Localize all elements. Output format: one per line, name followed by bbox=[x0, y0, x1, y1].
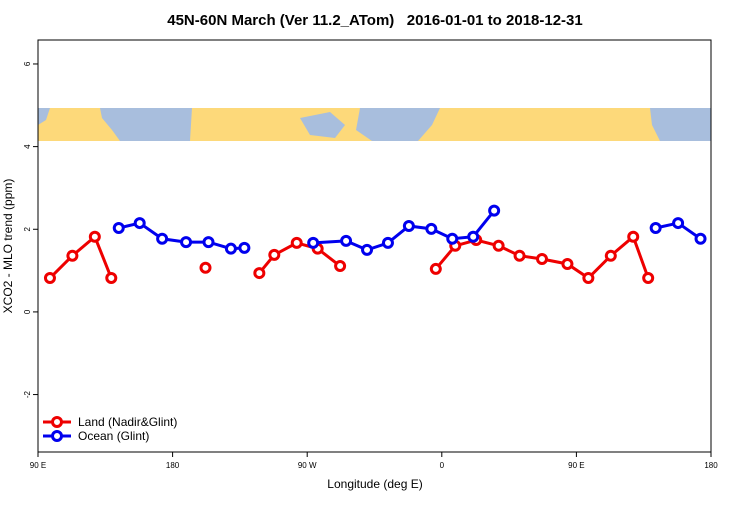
point bbox=[268, 248, 281, 261]
point bbox=[492, 239, 505, 252]
point bbox=[402, 219, 415, 232]
legend-label: Land (Nadir&Glint) bbox=[78, 415, 177, 429]
y-axis-label: XCO2 - MLO trend (ppm) bbox=[1, 179, 15, 314]
point bbox=[88, 230, 101, 243]
x-tick-label: 90 W bbox=[298, 461, 317, 470]
plot-frame bbox=[37, 39, 712, 453]
point bbox=[429, 262, 442, 275]
x-tick-label: 90 E bbox=[30, 461, 46, 470]
point bbox=[582, 272, 595, 285]
chart-title: 45N-60N March (Ver 11.2_ATom) 2016-01-01… bbox=[167, 12, 583, 29]
point bbox=[43, 272, 56, 285]
y-tick-label: 0 bbox=[23, 309, 32, 314]
point bbox=[649, 222, 662, 235]
point bbox=[290, 236, 303, 249]
point bbox=[105, 272, 118, 285]
legend-marker bbox=[51, 430, 63, 442]
point bbox=[561, 257, 574, 270]
point bbox=[156, 232, 169, 245]
point bbox=[694, 232, 707, 245]
x-tick-label: 0 bbox=[440, 461, 445, 470]
point bbox=[66, 249, 79, 262]
y-tick-label: 6 bbox=[23, 61, 32, 66]
y-tick-label: 4 bbox=[23, 144, 32, 149]
point bbox=[199, 261, 212, 274]
y-tick-label: 2 bbox=[23, 226, 32, 231]
point bbox=[425, 222, 438, 235]
point bbox=[513, 249, 526, 262]
point bbox=[467, 230, 480, 243]
point bbox=[340, 234, 353, 247]
point bbox=[180, 236, 193, 249]
point bbox=[224, 242, 237, 255]
legend-marker bbox=[51, 416, 63, 428]
point bbox=[642, 272, 655, 285]
map-strip bbox=[38, 108, 711, 141]
point bbox=[672, 217, 685, 230]
point bbox=[334, 260, 347, 273]
point bbox=[627, 230, 640, 243]
point bbox=[112, 222, 125, 235]
point bbox=[361, 243, 374, 256]
legend-label: Ocean (Glint) bbox=[78, 429, 149, 443]
point bbox=[307, 236, 320, 249]
y-tick-label: -2 bbox=[23, 390, 32, 398]
point bbox=[536, 253, 549, 266]
point bbox=[488, 204, 501, 217]
point bbox=[381, 236, 394, 249]
x-axis-label: Longitude (deg E) bbox=[327, 477, 422, 491]
point bbox=[202, 236, 215, 249]
point bbox=[446, 232, 459, 245]
x-tick-label: 90 E bbox=[568, 461, 584, 470]
point bbox=[253, 267, 266, 280]
x-tick-label: 180 bbox=[166, 461, 180, 470]
point bbox=[133, 217, 146, 230]
point bbox=[604, 249, 617, 262]
x-tick-label: 180 bbox=[704, 461, 718, 470]
point bbox=[238, 241, 251, 254]
